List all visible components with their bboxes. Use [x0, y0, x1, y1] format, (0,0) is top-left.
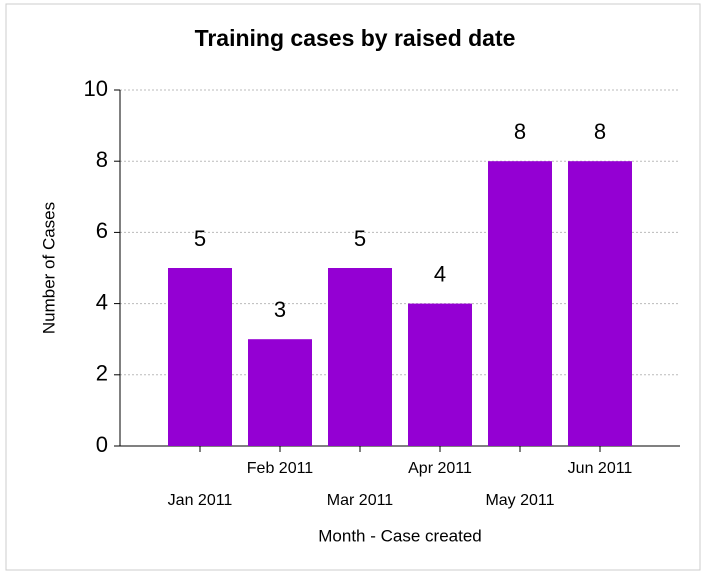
chart-title: Training cases by raised date — [195, 25, 516, 51]
x-tick-label: Mar 2011 — [327, 492, 394, 509]
y-tick-label: 2 — [96, 361, 108, 386]
bar — [248, 339, 312, 446]
value-label: 8 — [514, 119, 526, 144]
bar — [488, 161, 552, 446]
value-label: 8 — [594, 119, 606, 144]
bar — [328, 268, 392, 446]
x-tick-label: Jan 2011 — [168, 492, 233, 509]
value-label: 5 — [354, 226, 366, 251]
y-tick-label: 8 — [96, 147, 108, 172]
value-label: 3 — [274, 297, 286, 322]
bar — [568, 161, 632, 446]
value-label: 5 — [194, 226, 206, 251]
y-tick-label: 0 — [96, 432, 108, 457]
y-axis-label: Number of Cases — [39, 202, 58, 334]
x-axis-label: Month - Case created — [318, 526, 481, 545]
bar — [168, 268, 232, 446]
x-tick-label: Feb 2011 — [247, 460, 314, 477]
x-tick-label: May 2011 — [485, 492, 554, 509]
bar — [408, 303, 472, 446]
y-tick-label: 4 — [96, 289, 108, 314]
x-tick-label: Jun 2011 — [568, 460, 633, 477]
y-tick-label: 10 — [84, 76, 108, 101]
y-tick-label: 6 — [96, 218, 108, 243]
value-label: 4 — [434, 261, 446, 286]
x-tick-label: Apr 2011 — [408, 460, 472, 477]
